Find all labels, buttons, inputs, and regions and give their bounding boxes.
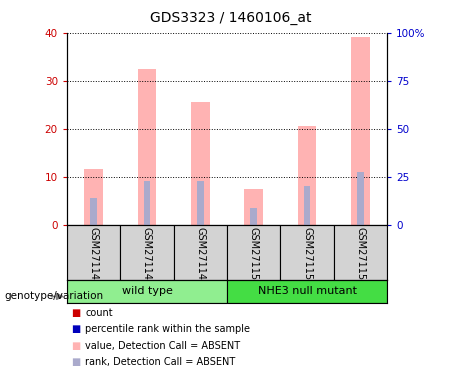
Text: NHE3 null mutant: NHE3 null mutant: [258, 286, 357, 296]
Bar: [250, 208, 257, 225]
Bar: [351, 38, 370, 225]
Bar: [120, 225, 174, 280]
Bar: [227, 225, 280, 280]
Bar: [280, 225, 334, 280]
Bar: [197, 182, 204, 225]
Text: GSM271151: GSM271151: [302, 227, 312, 286]
Text: GSM271147: GSM271147: [89, 227, 99, 286]
Text: wild type: wild type: [122, 286, 172, 296]
Bar: [191, 102, 210, 225]
Text: genotype/variation: genotype/variation: [5, 291, 104, 301]
Bar: [357, 172, 364, 225]
Bar: [67, 225, 120, 280]
Bar: [304, 186, 310, 225]
Text: GSM271150: GSM271150: [249, 227, 259, 286]
Bar: [174, 225, 227, 280]
Text: GSM271152: GSM271152: [355, 227, 366, 286]
Text: ■: ■: [71, 324, 81, 334]
Text: ■: ■: [71, 308, 81, 318]
Text: GSM271149: GSM271149: [195, 227, 205, 286]
Bar: [298, 126, 317, 225]
Bar: [84, 169, 103, 225]
Bar: [144, 182, 150, 225]
Bar: [334, 225, 387, 280]
Text: value, Detection Call = ABSENT: value, Detection Call = ABSENT: [85, 341, 240, 351]
Text: GDS3323 / 1460106_at: GDS3323 / 1460106_at: [150, 11, 311, 25]
Text: ■: ■: [71, 358, 81, 367]
Text: percentile rank within the sample: percentile rank within the sample: [85, 324, 250, 334]
Text: count: count: [85, 308, 113, 318]
Bar: [244, 189, 263, 225]
Bar: [90, 198, 97, 225]
Bar: [67, 280, 227, 303]
Bar: [137, 69, 156, 225]
Text: ■: ■: [71, 341, 81, 351]
Bar: [227, 280, 387, 303]
Text: GSM271148: GSM271148: [142, 227, 152, 286]
Text: rank, Detection Call = ABSENT: rank, Detection Call = ABSENT: [85, 358, 236, 367]
